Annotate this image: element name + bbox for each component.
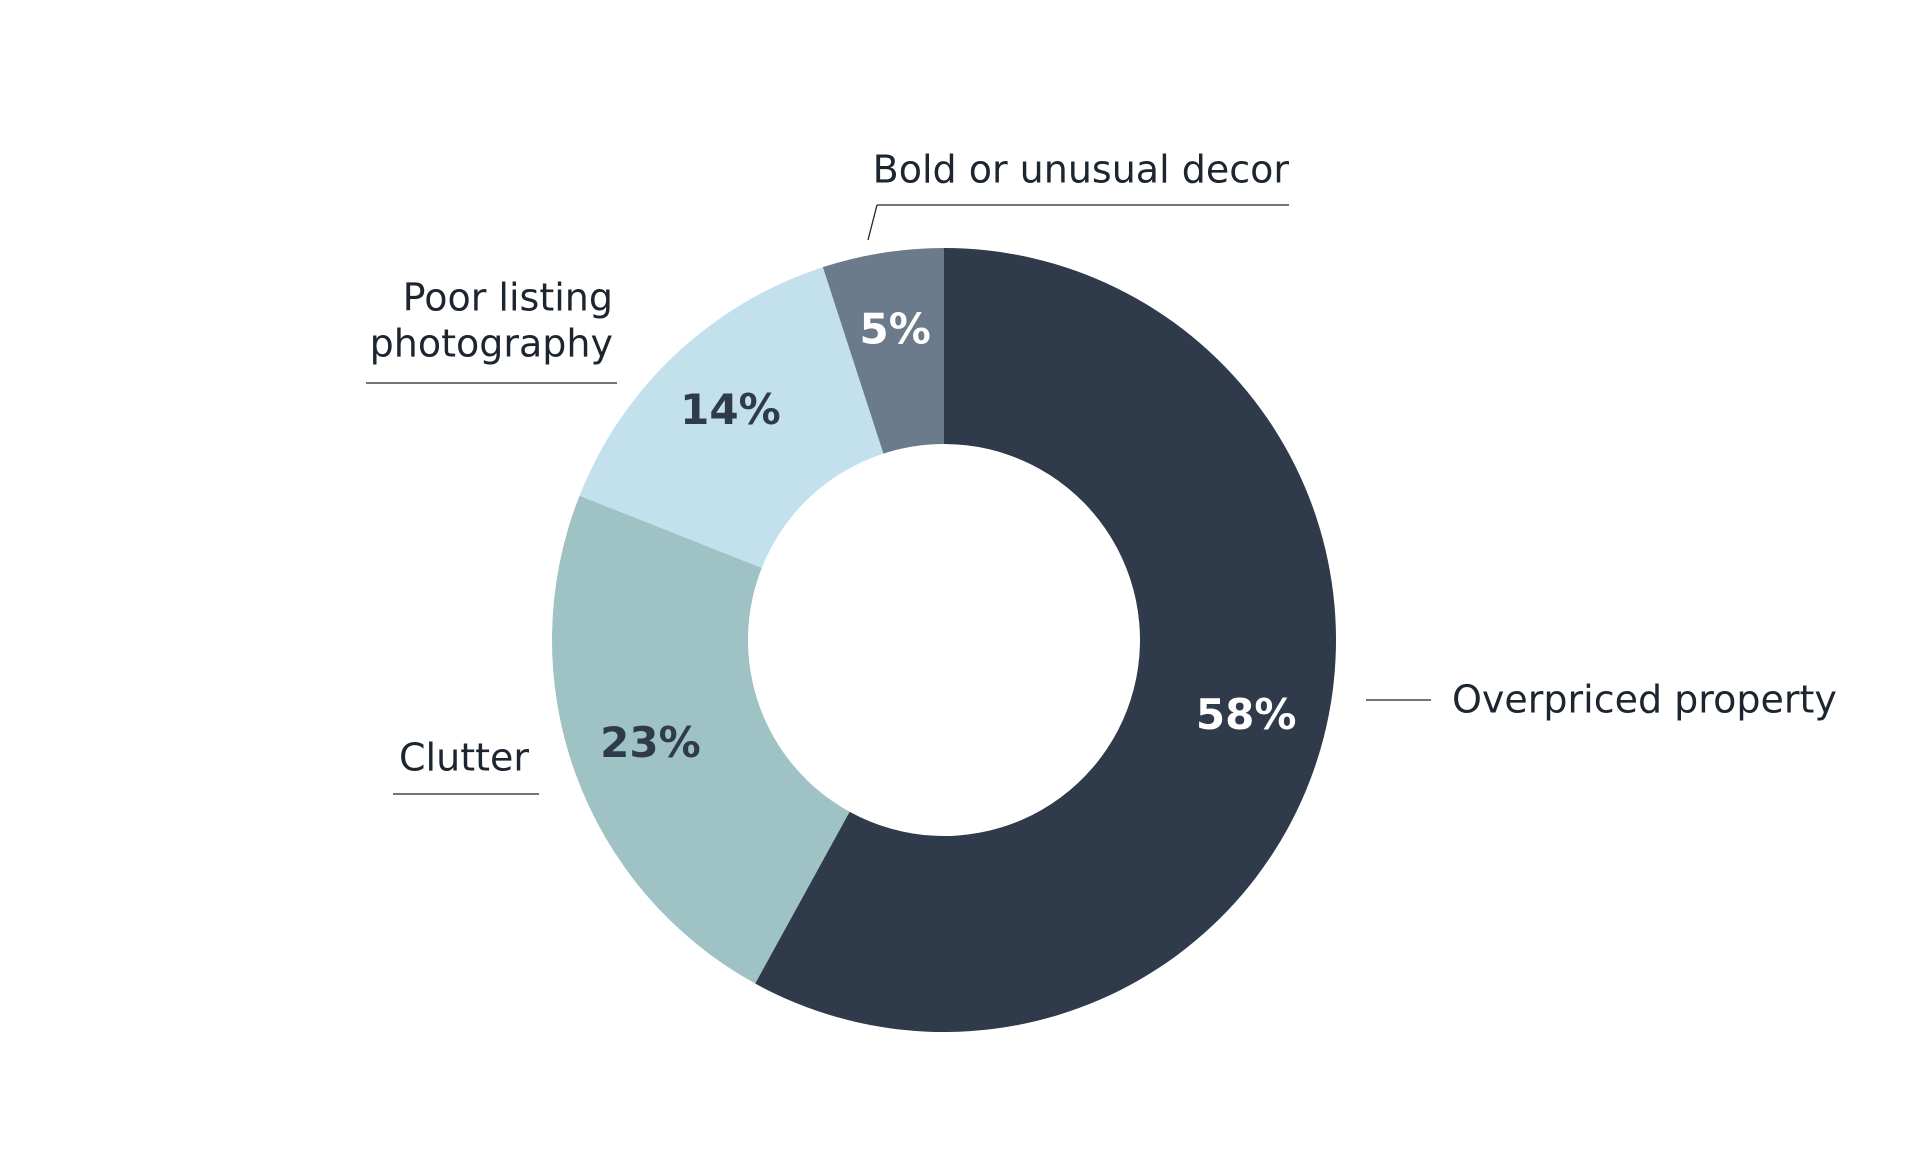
slice-clutter (551, 495, 850, 984)
value-labels: 58% 23% 14% 5% (600, 304, 1296, 767)
slice-overpriced-property (755, 248, 1336, 1032)
category-label-bold-or-unusual-decor: Bold or unusual decor (867, 148, 1290, 241)
value-label-poor-listing-photography: 14% (680, 385, 781, 434)
slice-poor-listing-photography (579, 267, 884, 568)
slice-bold-or-unusual-decor (822, 248, 944, 454)
category-label-overpriced-property: Overpriced property (1366, 678, 1837, 722)
category-label-text-overpriced-property: Overpriced property (1452, 678, 1837, 722)
category-label-text-clutter: Clutter (399, 736, 529, 780)
value-label-overpriced-property: 58% (1196, 690, 1297, 739)
category-label-text-poor-listing-photography-2: photography (370, 322, 613, 366)
category-labels: Overpriced property Clutter Poor listingph… (366, 148, 1837, 795)
category-label-text-bold-or-unusual-decor: Bold or unusual decor (873, 148, 1290, 192)
value-label-clutter: 23% (600, 718, 701, 767)
value-label-bold-or-unusual-decor: 5% (860, 304, 931, 353)
donut-slices (551, 248, 1336, 1032)
leader-line-bold-or-unusual-decor-2 (867, 204, 878, 241)
category-label-text-poor-listing-photography-1: Poor listing (403, 276, 613, 320)
category-label-clutter: Clutter (393, 736, 539, 795)
